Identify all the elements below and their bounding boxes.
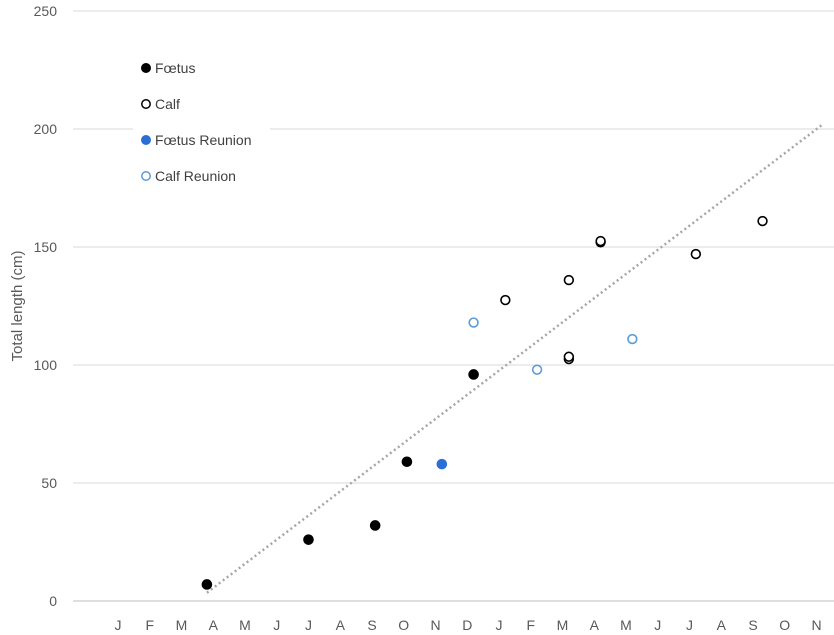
x-tick-label-4: M: [239, 617, 251, 633]
x-tick-label-22: N: [811, 617, 821, 633]
legend-marker-0: [141, 63, 151, 73]
point-series0-4: [468, 369, 479, 380]
legend-marker-1: [141, 99, 151, 109]
trendline-layer: [206, 123, 824, 594]
x-tick-label-5: J: [273, 617, 280, 633]
x-tick-label-1: F: [145, 617, 154, 633]
point-series1-3: [563, 351, 575, 362]
point-series1-6: [690, 248, 702, 260]
legend-label-2: Fœtus Reunion: [155, 132, 251, 148]
x-tick-label-19: A: [717, 617, 727, 633]
legend-label-3: Calf Reunion: [155, 168, 236, 184]
point-series2-0: [436, 458, 448, 470]
y-tick-label-200: 200: [34, 121, 58, 137]
point-series1-0: [500, 294, 511, 306]
y-axis-label: Total length (cm): [9, 251, 26, 362]
point-series1-1: [563, 274, 575, 286]
y-tick-label-0: 0: [49, 593, 57, 609]
x-tick-label-14: M: [557, 617, 569, 633]
legend-marker-2: [141, 135, 151, 145]
legend-label-0: Fœtus: [155, 60, 195, 76]
legend-background: [133, 50, 270, 195]
point-series3-1: [531, 364, 543, 375]
y-tick-label-50: 50: [41, 475, 57, 491]
trendline: [206, 123, 824, 594]
y-tick-labels: 0 50 100 150 200 250: [34, 3, 58, 609]
x-tick-label-16: M: [620, 617, 632, 633]
x-tick-labels: JFMAMJJASONDJFMAMJJASOND: [115, 617, 822, 633]
x-tick-label-0: J: [115, 617, 122, 633]
point-series1-7: [757, 215, 768, 227]
x-tick-label-13: F: [526, 617, 535, 633]
x-tick-label-10: N: [430, 617, 440, 633]
x-tick-label-7: A: [336, 617, 346, 633]
x-tick-label-18: J: [686, 617, 693, 633]
x-tick-label-8: S: [367, 617, 376, 633]
y-tick-label-150: 150: [34, 239, 58, 255]
legend-label-1: Calf: [155, 96, 180, 112]
y-tick-label-250: 250: [34, 3, 58, 19]
x-tick-label-21: O: [779, 617, 790, 633]
x-tick-label-17: J: [654, 617, 661, 633]
x-tick-label-3: A: [209, 617, 219, 633]
x-tick-label-2: M: [176, 617, 188, 633]
y-tick-label-100: 100: [34, 357, 58, 373]
x-tick-label-12: J: [496, 617, 503, 633]
x-tick-label-9: O: [398, 617, 409, 633]
point-series3-0: [468, 317, 479, 328]
point-series3-2: [627, 333, 638, 345]
x-tick-label-11: D: [462, 617, 472, 633]
legend: Fœtus Calf Fœtus Reunion Calf Reunion: [133, 50, 270, 195]
x-tick-label-20: S: [748, 617, 757, 633]
x-tick-label-6: J: [305, 617, 312, 633]
point-series0-2: [369, 520, 381, 531]
legend-marker-3: [141, 171, 151, 181]
point-series0-0: [201, 579, 213, 590]
x-tick-label-15: A: [590, 617, 600, 633]
data-points: [201, 215, 768, 590]
point-series1-5: [595, 235, 606, 247]
point-series0-1: [303, 534, 314, 545]
point-series0-3: [401, 456, 413, 468]
